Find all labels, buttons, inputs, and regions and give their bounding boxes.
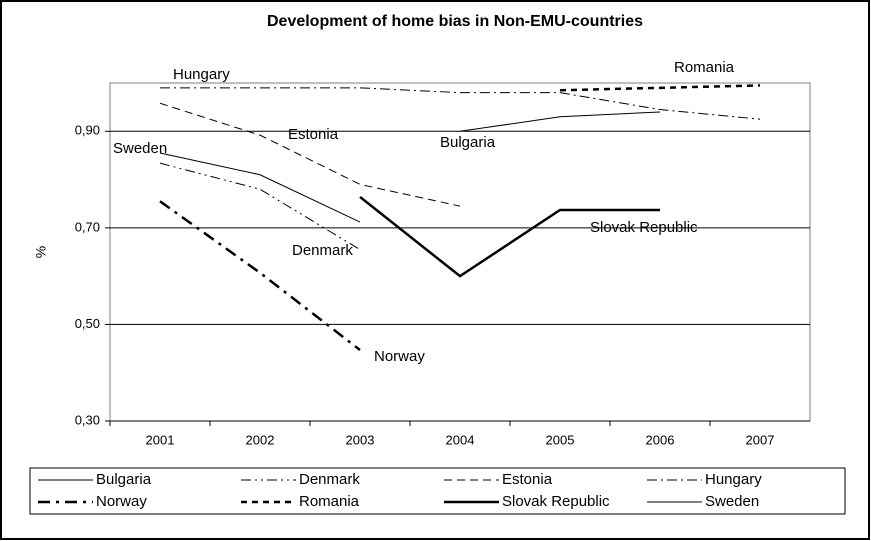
series-line	[160, 87, 761, 120]
legend-label: Bulgaria	[96, 471, 152, 488]
series-annotation: Estonia	[288, 126, 339, 143]
series-annotation: Bulgaria	[440, 134, 496, 151]
y-tick-label: 0,70	[75, 219, 100, 234]
series-line	[159, 200, 361, 352]
series-annotation: Hungary	[173, 66, 230, 83]
x-tick-label: 2005	[546, 432, 575, 447]
series-annotation: Norway	[374, 348, 425, 365]
x-tick-label: 2004	[446, 432, 475, 447]
series-line	[159, 102, 461, 207]
chart-title: Development of home bias in Non-EMU-coun…	[267, 13, 643, 30]
series-annotation: Sweden	[113, 140, 167, 157]
y-tick-label: 0,30	[75, 412, 100, 427]
legend-label: Denmark	[299, 471, 360, 488]
legend-label: Norway	[96, 493, 147, 510]
x-tick-label: 2006	[646, 432, 675, 447]
legend-label: Sweden	[705, 493, 759, 510]
legend-label: Estonia	[502, 471, 553, 488]
legend-label: Romania	[299, 493, 360, 510]
x-tick-label: 2001	[146, 432, 175, 447]
x-tick-label: 2007	[746, 432, 775, 447]
y-axis-label: %	[33, 246, 49, 258]
legend-label: Hungary	[705, 471, 762, 488]
legend-label: Slovak Republic	[502, 493, 610, 510]
y-tick-label: 0,90	[75, 123, 100, 138]
series-line	[359, 195, 660, 278]
series-annotation: Romania	[674, 59, 735, 76]
x-tick-label: 2003	[346, 432, 375, 447]
series-annotation: Denmark	[292, 242, 353, 259]
series-line	[159, 152, 361, 223]
series-line	[459, 111, 661, 132]
legend-box	[29, 467, 846, 515]
series-line	[159, 162, 361, 251]
series-annotation: Slovak Republic	[590, 219, 698, 236]
series-line	[559, 84, 761, 92]
x-tick-label: 2002	[246, 432, 275, 447]
y-tick-label: 0,50	[75, 316, 100, 331]
